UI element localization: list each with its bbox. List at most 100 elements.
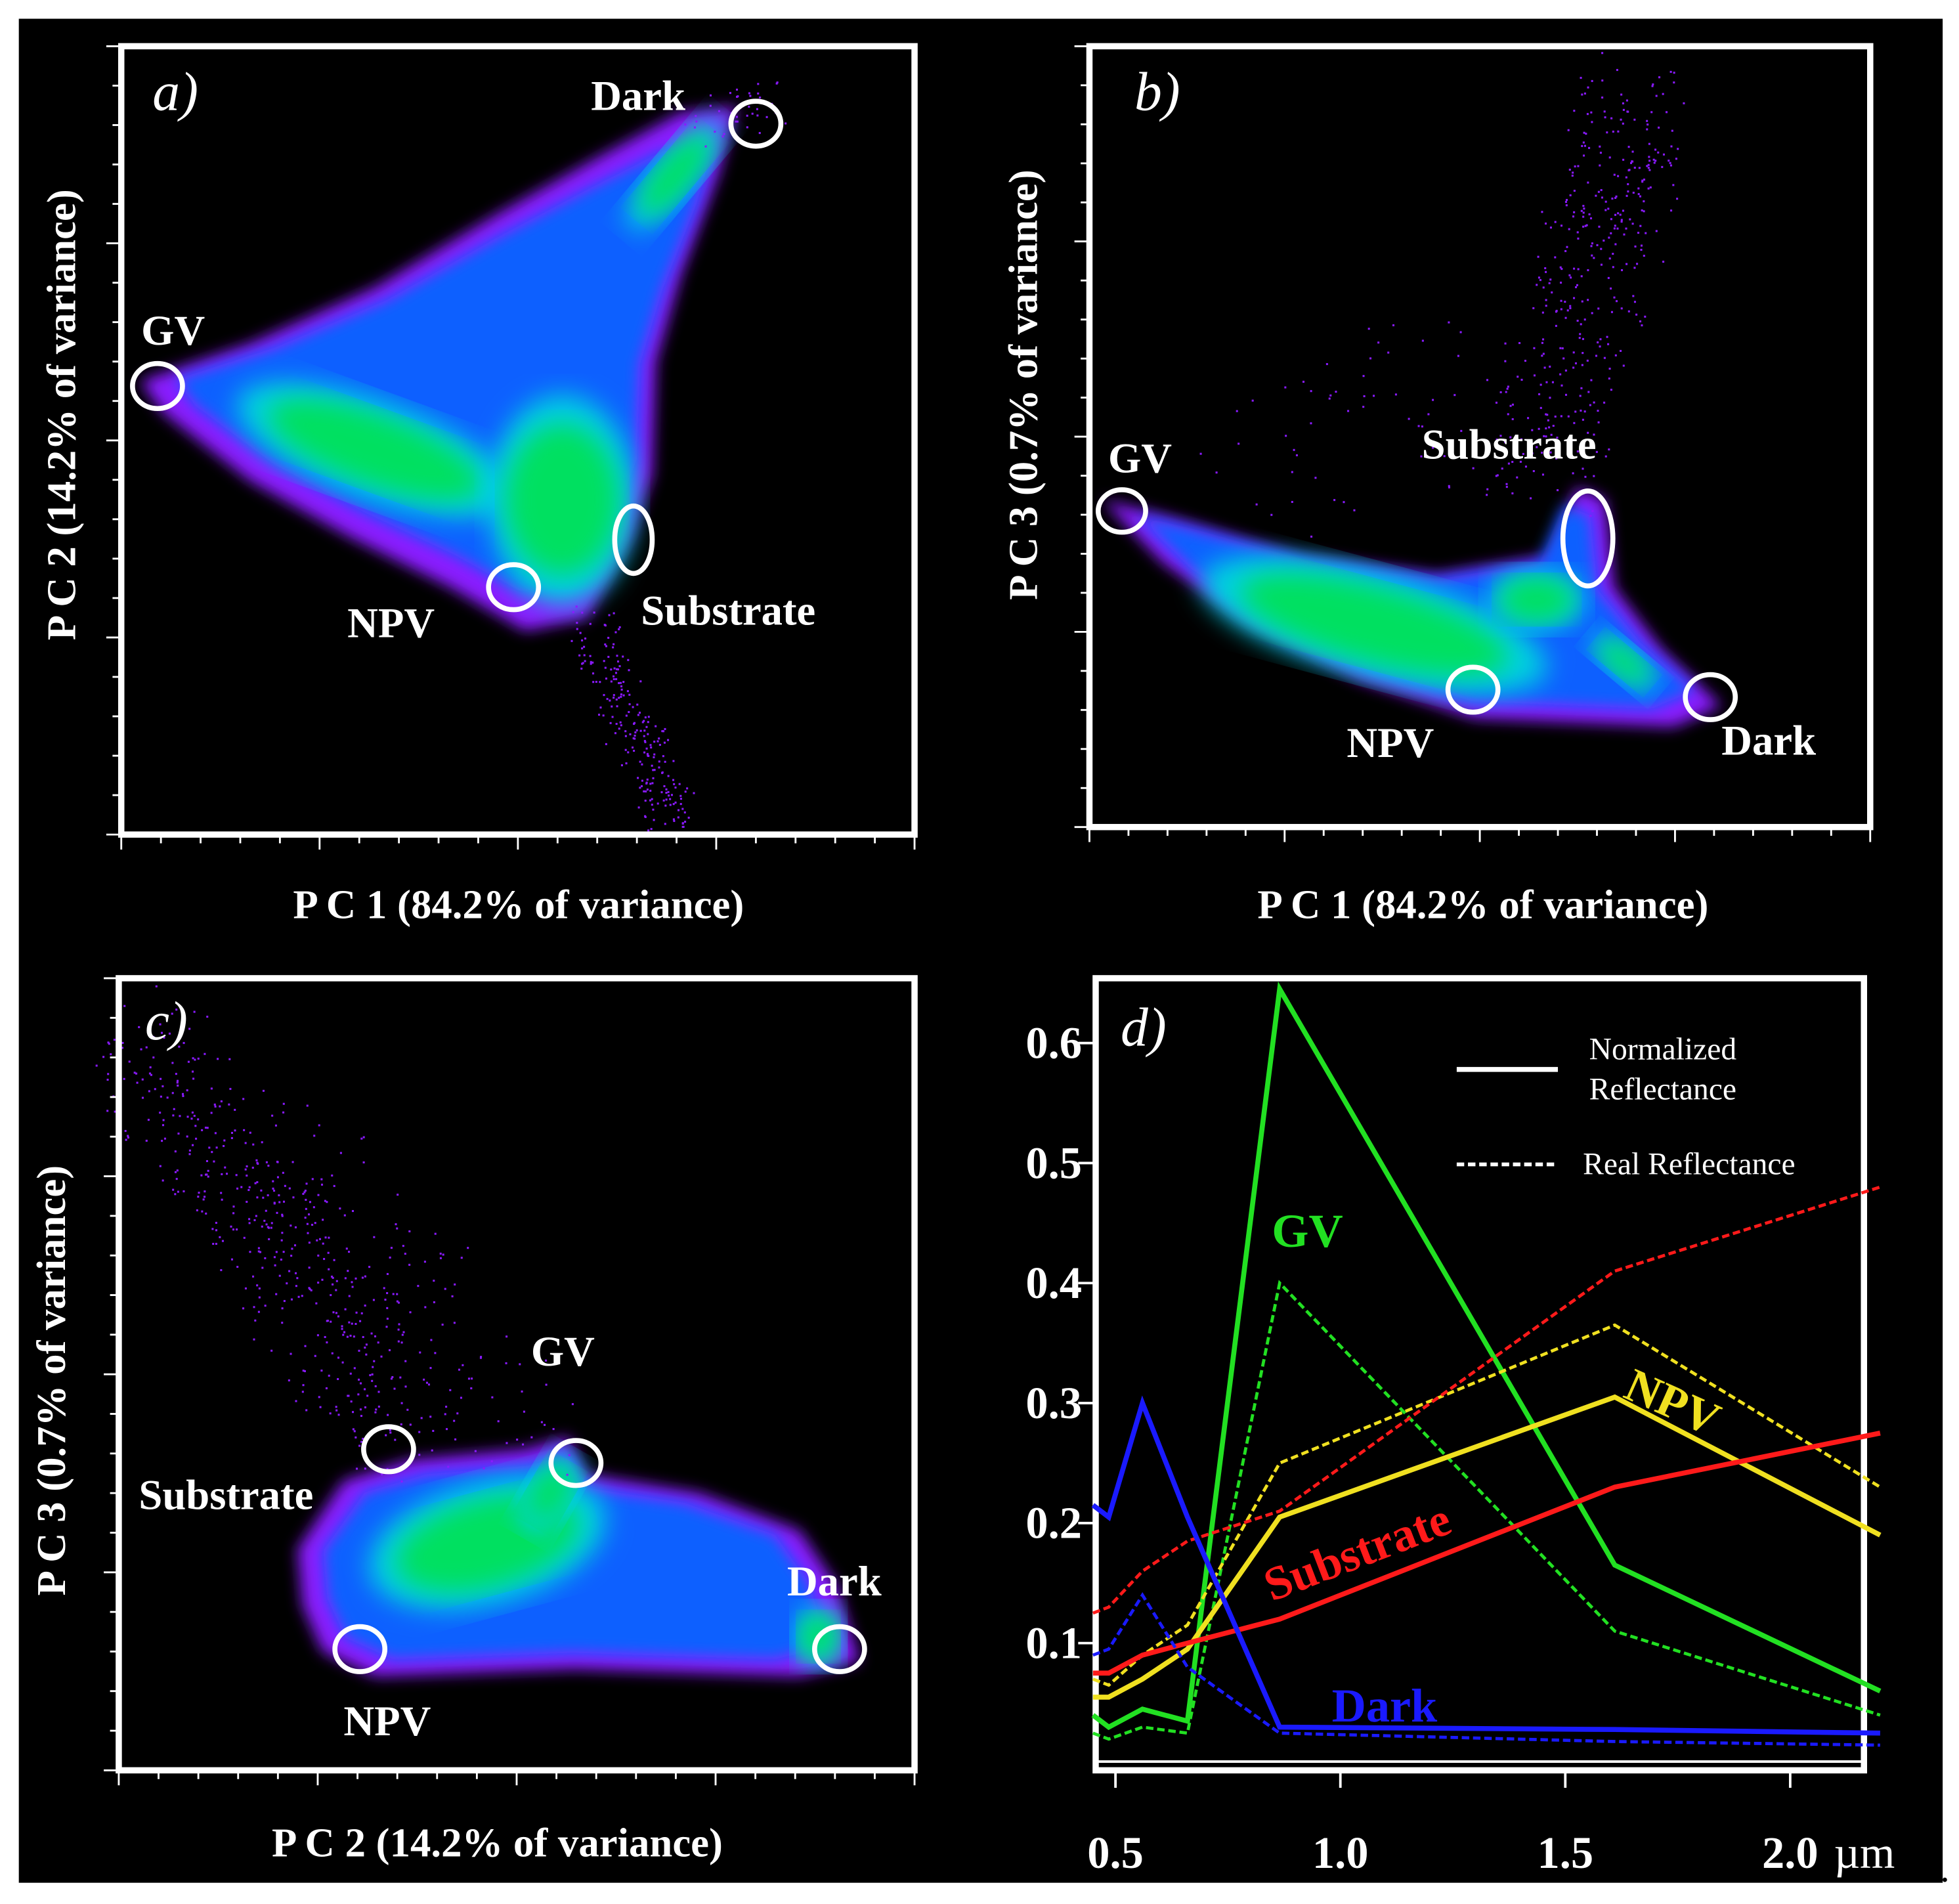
sparse-point [1614, 354, 1617, 357]
sparse-point [374, 1411, 377, 1414]
sparse-point [1589, 217, 1592, 220]
sparse-point [232, 1205, 235, 1208]
sparse-point [651, 798, 653, 800]
sparse-point [1557, 489, 1559, 492]
sparse-point [695, 115, 697, 118]
sparse-point [390, 1377, 393, 1380]
sparse-point [1599, 345, 1601, 348]
sparse-point [643, 735, 645, 737]
sparse-point [290, 1224, 292, 1227]
sparse-point [595, 680, 597, 683]
sparse-point [1556, 437, 1559, 439]
sparse-point [1627, 310, 1630, 313]
sparse-point [673, 783, 676, 785]
sparse-point [620, 724, 622, 727]
sparse-point [214, 1105, 217, 1108]
sparse-point [483, 1467, 485, 1469]
sparse-point [1597, 421, 1600, 423]
sparse-point [1582, 141, 1585, 144]
panel-label-d: d) [1121, 997, 1167, 1058]
sparse-point [394, 1439, 397, 1441]
sparse-point [599, 681, 601, 683]
sparse-point [645, 790, 647, 792]
sparse-point [672, 818, 675, 821]
sparse-point [1627, 146, 1630, 148]
sparse-point [261, 1266, 264, 1269]
panel-label-c: c) [145, 991, 188, 1052]
sparse-point [290, 1255, 293, 1257]
sparse-point [175, 1073, 177, 1075]
sparse-point [365, 1353, 368, 1356]
sparse-point [1636, 263, 1639, 265]
sparse-point [362, 1335, 364, 1338]
sparse-point [1608, 257, 1611, 260]
sparse-point [363, 1388, 366, 1391]
sparse-point [1622, 209, 1624, 212]
sparse-point [686, 787, 689, 790]
sparse-point [355, 1311, 358, 1314]
sparse-point [1647, 167, 1650, 169]
sparse-point [1527, 417, 1530, 420]
trailing-period: . [1940, 1849, 1949, 1890]
sparse-point [397, 1301, 400, 1304]
sparse-point [1622, 364, 1625, 367]
sparse-point [471, 1377, 473, 1380]
x-axis-label-c: P C 2 (14.2% of variance) [272, 1820, 723, 1866]
sparse-point [1581, 300, 1583, 303]
sparse-point [751, 112, 754, 115]
sparse-point [544, 1423, 546, 1426]
sparse-point [660, 791, 663, 794]
sparse-point [662, 730, 665, 733]
sparse-point [228, 1058, 231, 1060]
x-tick-label: 0.5 [1087, 1828, 1144, 1878]
sparse-point [1620, 93, 1623, 96]
sparse-point [396, 1300, 398, 1303]
sparse-point [627, 751, 630, 754]
sparse-point [571, 1403, 574, 1406]
sparse-point [254, 1319, 257, 1322]
sparse-point [352, 1411, 355, 1414]
sparse-point [445, 1428, 448, 1431]
sparse-point [1641, 181, 1644, 183]
sparse-point [1507, 385, 1509, 388]
sparse-point [1584, 225, 1587, 227]
sparse-point [274, 1264, 276, 1266]
sparse-point [1648, 169, 1651, 171]
sparse-point [267, 1164, 270, 1167]
sparse-point [1573, 422, 1576, 424]
sparse-point [584, 637, 587, 640]
sparse-point [1604, 200, 1607, 203]
sparse-point [400, 1341, 403, 1344]
sparse-point [161, 1140, 163, 1142]
sparse-point [288, 1187, 291, 1190]
sparse-point [441, 1324, 444, 1326]
sparse-point [647, 721, 649, 724]
sparse-point [160, 1031, 163, 1034]
sparse-point [1582, 467, 1584, 470]
sparse-point [1457, 355, 1459, 357]
sparse-point [358, 1349, 360, 1352]
endmember-label-npv: NPV [343, 1697, 431, 1744]
sparse-point [1600, 189, 1603, 192]
legend-normalized-line1: Normalized [1589, 1033, 1737, 1067]
sparse-point [609, 699, 611, 702]
sparse-point [612, 646, 614, 649]
y-axis-label-a: P C 2 (14.2% of variance) [38, 189, 84, 640]
sparse-point [263, 1219, 266, 1222]
sparse-point [622, 694, 625, 697]
sparse-point [661, 771, 664, 774]
sparse-point [632, 746, 634, 749]
sparse-point [434, 1352, 437, 1354]
sparse-point [288, 1270, 291, 1272]
sparse-point [1392, 324, 1395, 326]
sparse-point [613, 697, 615, 699]
sparse-point [291, 1247, 293, 1250]
sparse-point [432, 1429, 435, 1432]
sparse-point [1587, 181, 1589, 184]
sparse-point [248, 1222, 251, 1224]
sparse-point [339, 1152, 342, 1154]
endmember-circle-dark [812, 1624, 867, 1674]
sparse-point [1658, 76, 1661, 79]
sparse-point [583, 645, 586, 648]
sparse-point [1648, 156, 1650, 158]
